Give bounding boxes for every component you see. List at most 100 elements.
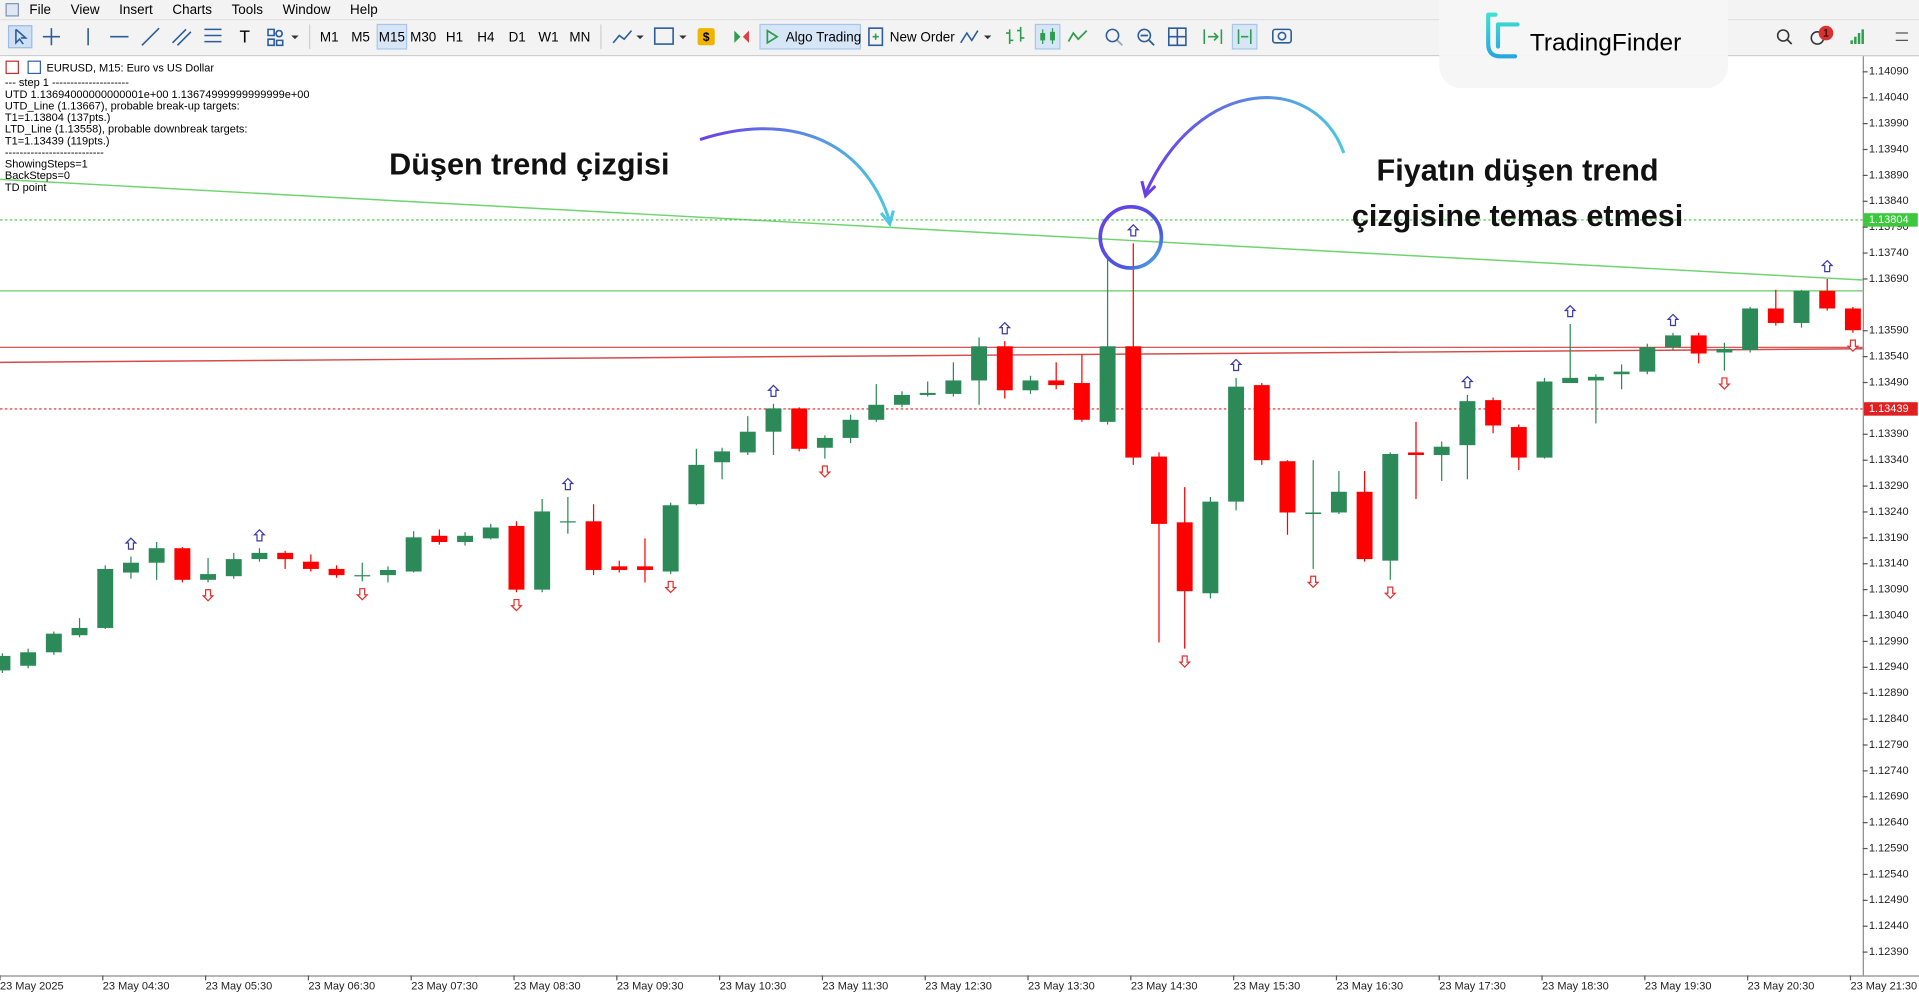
crosshair-icon[interactable] [42,28,60,46]
template-icon[interactable] [653,27,674,45]
notification-badge[interactable] [1818,25,1834,41]
signals-icon[interactable] [734,30,741,43]
level-axis-label-bg [1863,213,1918,227]
channel-icon[interactable] [172,28,192,46]
search-handle[interactable] [1786,38,1793,45]
candle-body [868,404,885,420]
signal-icon[interactable] [1850,29,1864,45]
shapes-icon[interactable] [267,28,284,47]
info-line: --------------------------- [5,147,104,159]
signals-icon-2[interactable] [742,30,749,43]
cursor-icon[interactable] [15,28,28,45]
logo-background [1439,0,1729,89]
menu-item[interactable]: Charts [172,2,212,17]
market-icon[interactable] [697,28,715,46]
x-tick-label: 23 May 11:30 [822,980,888,992]
bar-chart-icon[interactable] [1006,26,1025,45]
timeframe-button[interactable]: M15 [379,30,405,45]
y-tick-label: 1.12540 [1869,868,1909,880]
menu-item[interactable]: File [29,2,51,17]
zoom-in-icon[interactable] [1105,28,1120,43]
candle-chart-button[interactable] [1034,23,1061,50]
y-tick-label: 1.14040 [1869,92,1909,104]
search-icon[interactable] [1776,29,1790,42]
new-order-plus[interactable] [872,33,879,40]
algo-trading-icon[interactable] [766,29,779,45]
screenshot-lens[interactable] [1277,31,1287,41]
dropdown-arrow[interactable] [636,35,644,40]
timeframe-button[interactable]: H4 [477,30,495,45]
new-order-icon[interactable] [868,27,884,47]
timeframe-button[interactable]: W1 [538,30,558,45]
candle-body [71,627,88,636]
y-tick-label: 1.13740 [1869,247,1909,259]
zoom-out-handle[interactable] [1140,34,1155,46]
menu-item[interactable]: View [71,2,100,17]
symbol-icon [5,60,19,75]
tile-icon[interactable] [1167,27,1187,47]
annotation-arrowhead [1140,180,1157,199]
info-line: --- step 1 --------------------- [5,77,129,89]
y-tick-label: 1.12390 [1869,946,1909,958]
timeframe-button[interactable]: M1 [320,30,339,45]
dropdown-arrow[interactable] [291,35,299,40]
trendline-icon[interactable] [141,27,160,46]
menu-item[interactable]: Insert [119,2,153,17]
candle-body-icon[interactable] [1040,33,1046,41]
trend-line [0,178,1863,281]
down-signal-arrow [510,598,523,612]
annotation-text: çizgisine temas etmesi [1352,199,1683,233]
menu-bar: File View Insert Charts Tools Window Help [29,2,377,17]
dropdown-arrow[interactable] [679,35,687,40]
down-signal-arrow [664,580,678,594]
chart-shift-button[interactable] [1231,23,1258,50]
y-tick-label: 1.12990 [1869,635,1909,647]
candle-body [20,652,37,666]
candle-body [611,566,628,570]
chart-type-icon[interactable] [612,30,633,44]
y-tick-label: 1.13540 [1869,351,1909,363]
candle-body [894,394,910,405]
dropdown-arrow[interactable] [983,35,992,40]
fibo-icon[interactable] [204,28,222,43]
timeframe-button[interactable]: MN [569,30,590,45]
account-tools[interactable]: 1 [1776,25,1908,45]
up-signal-arrow [1229,358,1243,372]
zoom-out-icon[interactable] [1137,28,1152,43]
screenshot-icon[interactable] [1272,28,1292,44]
menu-item[interactable]: Window [283,2,331,17]
level-axis-label: 1.13804 [1869,214,1909,226]
x-tick-label: 23 May 21:30 [1850,980,1917,992]
x-tick-label: 23 May 19:30 [1645,980,1712,992]
y-tick-label: 1.13040 [1869,609,1909,621]
candle-body [662,505,679,572]
timeframe-active[interactable] [376,23,408,50]
line-chart-icon[interactable] [1067,29,1088,43]
drawing-tools[interactable]: T [7,25,299,49]
new-order-label[interactable]: New Order [890,30,956,45]
market-icon-glyph[interactable]: $ [703,30,710,44]
menu-item[interactable]: Tools [232,2,264,17]
window-control[interactable] [1895,32,1908,41]
timeframe-button[interactable]: H1 [446,30,463,45]
candle-body [1844,308,1861,331]
menu-item[interactable]: Help [350,2,378,17]
candle-body-icon[interactable] [1050,31,1055,41]
chart-tools[interactable]: $ Algo Trading New Order [612,23,1292,50]
candle-body [1485,400,1502,426]
notification-count[interactable]: 1 [1823,28,1829,40]
x-tick-label: 23 May 17:30 [1439,980,1506,992]
timeframe-button[interactable]: M30 [410,30,436,45]
cursor-button-active[interactable] [7,25,33,49]
candle-body [1125,346,1142,458]
timeframe-button[interactable]: M5 [351,30,370,45]
algo-trading-label[interactable]: Algo Trading [786,30,862,45]
timeframe-button[interactable]: D1 [509,30,526,45]
autoscroll-icon[interactable] [1203,29,1223,45]
zoom-in-handle[interactable] [1116,39,1123,46]
text-tool-icon[interactable]: T [240,26,251,46]
x-tick-label: 23 May 05:30 [206,980,273,992]
candle-body [0,655,11,671]
indicators-icon[interactable] [960,30,979,44]
